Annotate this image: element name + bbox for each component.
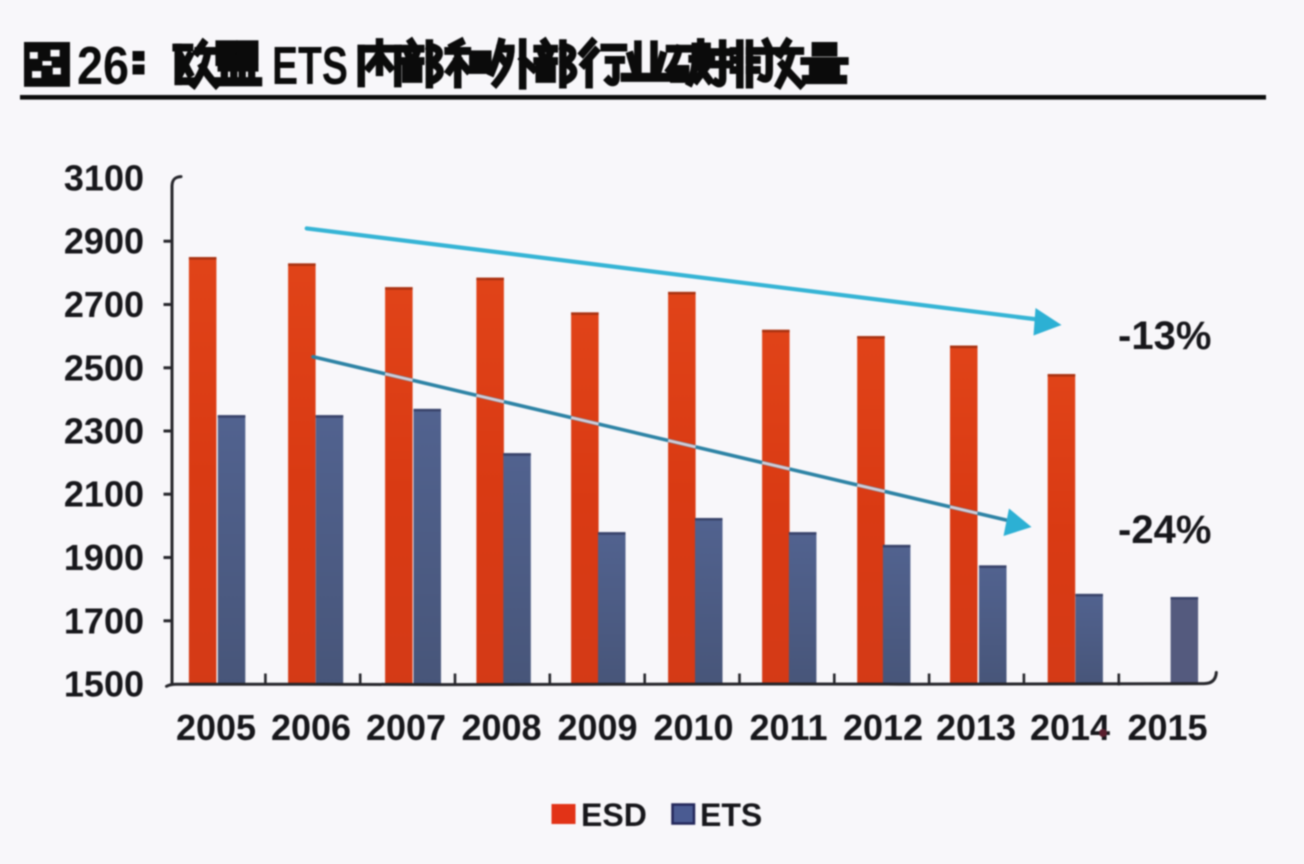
svg-text:2008: 2008: [461, 707, 541, 748]
svg-text:2012: 2012: [843, 707, 923, 748]
svg-text:2011: 2011: [749, 707, 827, 748]
svg-text:ETS: ETS: [272, 36, 348, 96]
svg-text:2009: 2009: [557, 707, 637, 748]
svg-text:-13%: -13%: [1118, 314, 1211, 358]
svg-text:2005: 2005: [176, 707, 256, 748]
svg-text:1500: 1500: [64, 664, 144, 705]
svg-text:2014: 2014: [1030, 707, 1110, 748]
svg-text:26: 26: [77, 36, 129, 96]
svg-text:2900: 2900: [64, 221, 144, 262]
svg-text:3100: 3100: [64, 158, 144, 199]
svg-text:ETS: ETS: [700, 797, 762, 833]
svg-text:2015: 2015: [1127, 707, 1207, 748]
svg-text:ESD: ESD: [581, 797, 647, 833]
svg-text:2006: 2006: [271, 707, 351, 748]
svg-text:2010: 2010: [653, 707, 733, 748]
svg-text:1900: 1900: [64, 537, 144, 578]
svg-text:2500: 2500: [64, 347, 144, 388]
svg-text:-24%: -24%: [1118, 508, 1211, 552]
svg-text:2007: 2007: [366, 707, 446, 748]
svg-text:2300: 2300: [64, 411, 144, 452]
svg-text:2100: 2100: [64, 474, 144, 515]
svg-text:2700: 2700: [64, 284, 144, 325]
svg-text:2013: 2013: [936, 707, 1016, 748]
svg-text:1700: 1700: [64, 600, 144, 641]
